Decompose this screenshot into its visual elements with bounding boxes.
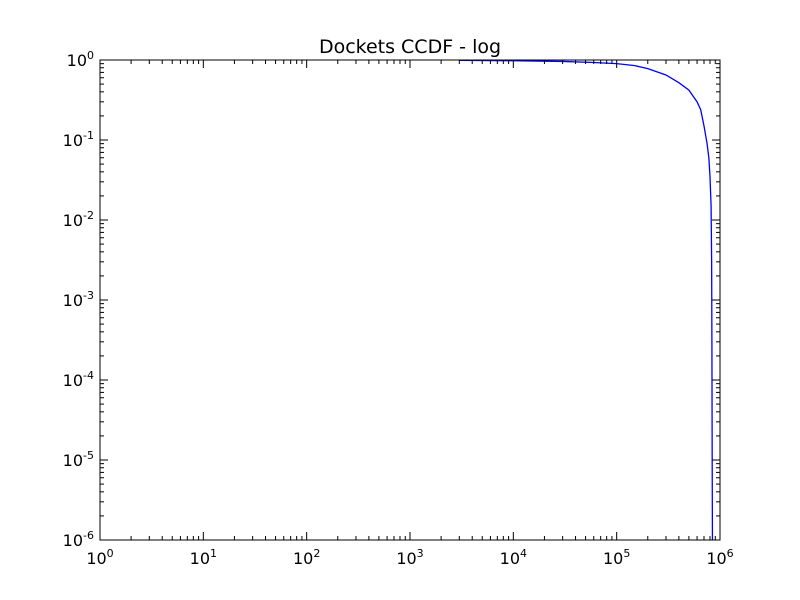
x-tick-label: 106: [706, 547, 733, 568]
x-tick-label: 102: [293, 547, 320, 568]
x-tick-label: 101: [190, 547, 217, 568]
x-tick-label: 105: [603, 547, 630, 568]
chart-title: Dockets CCDF - log: [319, 36, 501, 58]
y-tick-label: 10-1: [63, 129, 94, 150]
y-tick-label: 10-3: [63, 289, 94, 310]
y-tick-label: 10-5: [63, 449, 94, 470]
y-tick-label: 100: [67, 49, 94, 70]
x-tick-label: 104: [500, 547, 527, 568]
series-line-0: [459, 59, 714, 541]
axes-frame: [99, 59, 721, 541]
y-tick-label: 10-6: [63, 529, 94, 550]
y-tick-label: 10-4: [63, 369, 94, 390]
tick-labels: 100 101 102 103 104 105 106 100 10-1 10-2 10-3 10-4…: [63, 49, 734, 568]
y-tick-label: 10-2: [63, 209, 94, 230]
x-tick-label: 100: [86, 547, 113, 568]
plot-area: [459, 59, 714, 541]
x-tick-label: 103: [396, 547, 423, 568]
